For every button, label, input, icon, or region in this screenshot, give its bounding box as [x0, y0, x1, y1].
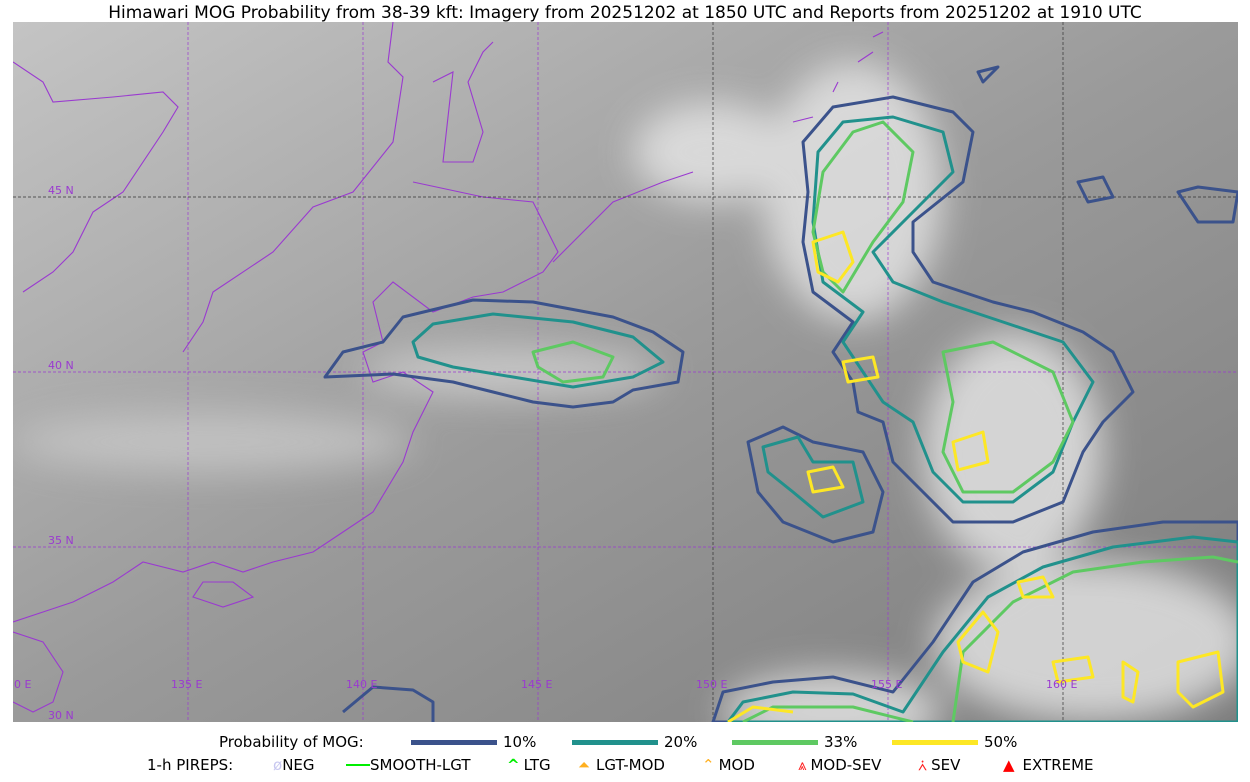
contour-33pct	[531, 340, 615, 384]
mog-contours	[323, 65, 1238, 722]
contour-20pct	[761, 435, 865, 519]
lon-label: 135 E	[171, 678, 202, 691]
pirep-smooth-lgt: SMOOTH-LGT	[346, 756, 471, 774]
contour-10pct	[746, 425, 885, 544]
legend-item-10: 10%	[411, 733, 536, 751]
contour-33pct	[742, 555, 1238, 722]
contour-10pct	[342, 65, 1238, 722]
contour-20pct	[726, 535, 1238, 722]
contour-33pct	[811, 120, 1075, 494]
legend-label: EXTREME	[1022, 756, 1094, 774]
pirep-lgt-mod: ⏶ LGT-MOD	[578, 756, 665, 774]
lat-label: 35 N	[48, 534, 74, 547]
legend-label: 50%	[984, 733, 1018, 751]
satellite-map: 130 E 135 E 140 E 145 E 150 E 155 E 160 …	[13, 22, 1238, 722]
contour-10pct	[801, 95, 1135, 524]
legend-label: SEV	[931, 756, 961, 774]
graticule-labels: 130 E 135 E 140 E 145 E 150 E 155 E 160 …	[13, 184, 1077, 722]
lon-label: 150 E	[696, 678, 727, 691]
pirep-ltg: ^ LTG	[507, 756, 551, 774]
pirep-mod-sev: ⩓ MOD-SEV	[798, 756, 881, 774]
lat-label: 45 N	[48, 184, 74, 197]
probability-legend-title: Probability of MOG:	[219, 733, 364, 751]
legend-label: 20%	[664, 733, 698, 751]
legend-item-50: 50%	[892, 733, 1017, 751]
lon-label: 140 E	[346, 678, 377, 691]
contour-50pct	[811, 230, 990, 472]
legend-label: MOD	[718, 756, 755, 774]
legend-item-20: 20%	[572, 733, 697, 751]
lon-label: 160 E	[1046, 678, 1077, 691]
caret-icon: ^	[507, 756, 520, 774]
contour-10pct	[711, 520, 1238, 722]
sev-icon: ⩑	[918, 756, 928, 774]
line-swatch-icon	[411, 739, 497, 745]
neg-icon: ø	[273, 756, 283, 774]
lon-label: 130 E	[13, 678, 31, 691]
pirep-neg: ø NEG	[273, 756, 315, 774]
pirep-legend-title: 1-h PIREPS:	[147, 756, 234, 774]
line-swatch-icon	[892, 739, 978, 745]
lgt-mod-icon: ⏶	[578, 756, 591, 774]
pirep-sev: ⩑ SEV	[918, 756, 960, 774]
legend-label: LGT-MOD	[596, 756, 665, 774]
contour-10pct	[323, 298, 685, 409]
pirep-mod: ⌃ MOD	[702, 756, 755, 774]
legend-label: 10%	[503, 733, 537, 751]
lat-label: 30 N	[48, 709, 74, 722]
mod-icon: ⌃	[702, 756, 715, 774]
legend-label: MOD-SEV	[810, 756, 882, 774]
mod-sev-icon: ⩓	[798, 756, 807, 774]
lon-label: 155 E	[871, 678, 902, 691]
legend-label: LTG	[523, 756, 551, 774]
lat-label: 40 N	[48, 359, 74, 372]
legend-label: NEG	[282, 756, 315, 774]
graticule	[13, 22, 1238, 722]
line-swatch-icon	[572, 739, 658, 745]
contour-50pct	[727, 575, 1225, 722]
contour-20pct	[411, 312, 665, 389]
legend-label: 33%	[824, 733, 858, 751]
coastlines	[13, 22, 884, 713]
lon-label: 145 E	[521, 678, 552, 691]
extreme-icon: ▲	[1003, 756, 1015, 774]
contour-50pct	[806, 465, 845, 494]
map-title: Himawari MOG Probability from 38-39 kft:…	[108, 3, 1142, 23]
cloud-features	[13, 62, 1238, 722]
pirep-extreme: ▲ EXTREME	[1003, 756, 1094, 774]
legend-item-33: 33%	[732, 733, 857, 751]
line-icon	[346, 764, 370, 766]
line-swatch-icon	[732, 739, 818, 745]
legend-label: SMOOTH-LGT	[370, 756, 471, 774]
